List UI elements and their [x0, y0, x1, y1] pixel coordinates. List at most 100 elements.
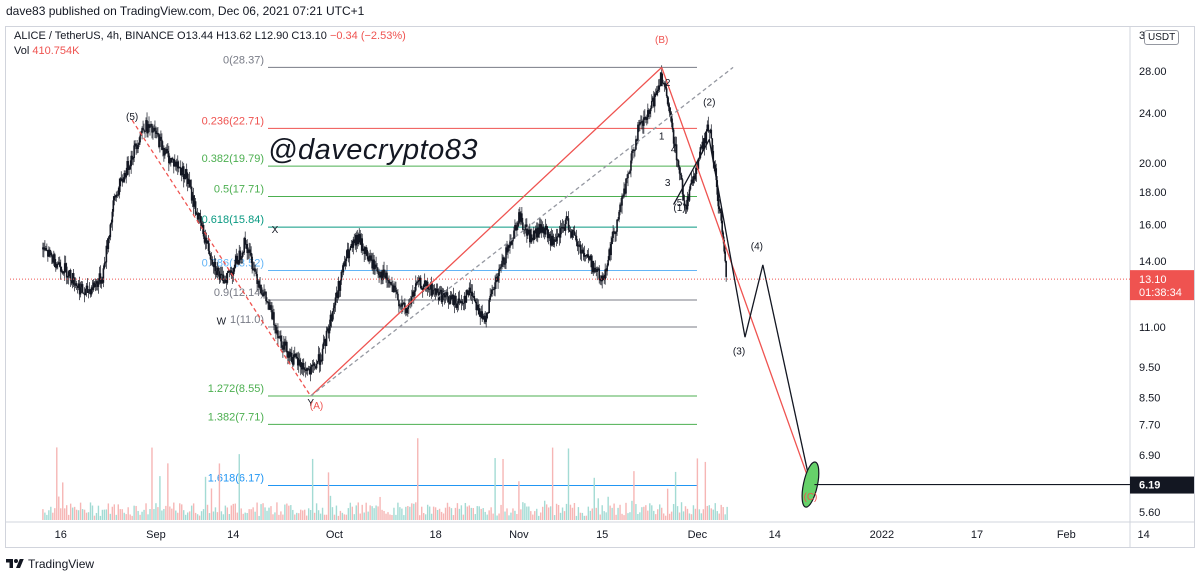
candle-body	[703, 137, 706, 150]
wave-trend-line[interactable]	[131, 119, 312, 397]
candle-body	[518, 212, 520, 223]
candle-body	[182, 166, 185, 180]
candle-body	[228, 271, 231, 273]
volume-bar	[153, 509, 155, 520]
candle-body	[122, 181, 125, 183]
wave-trend-line[interactable]	[310, 66, 734, 397]
target-zone[interactable]	[799, 461, 822, 509]
candle-body	[605, 269, 607, 272]
volume-bar	[419, 515, 421, 520]
candle-body	[81, 284, 84, 293]
volume-bar	[661, 507, 663, 520]
candle-body	[215, 271, 218, 276]
volume-bar	[494, 458, 496, 520]
volume-bar	[163, 508, 165, 520]
candle-body	[642, 121, 644, 126]
fib-level-label: 0.618(15.84)	[202, 214, 264, 226]
fib-level-label: 1.618(6.17)	[208, 472, 264, 484]
x-tick-label: 14	[769, 529, 781, 541]
volume-value: 410.754K	[32, 45, 80, 57]
volume-bar	[139, 514, 141, 520]
volume-bar	[680, 502, 683, 520]
candle-body	[529, 229, 531, 243]
candle-body	[110, 222, 113, 225]
volume-bar	[145, 503, 147, 520]
volume-bar	[284, 504, 286, 520]
volume-bar	[288, 505, 290, 520]
candle-body	[125, 175, 127, 178]
volume-bar	[645, 505, 647, 520]
wave-trend-line[interactable]	[661, 67, 812, 485]
volume-bar	[662, 513, 665, 520]
candle-body	[100, 279, 103, 284]
candle-body	[295, 356, 298, 359]
candle-body	[596, 268, 599, 272]
chart-legend: ALICE / TetherUS, 4h, BINANCE O13.44 H13…	[14, 30, 406, 42]
candle-body	[528, 229, 530, 231]
candle-body	[435, 288, 438, 295]
last-price-tag	[1130, 270, 1194, 301]
candle-body	[240, 257, 243, 260]
candle-body	[225, 279, 228, 283]
wave-trend-line[interactable]	[310, 66, 663, 397]
candle-body	[576, 241, 579, 247]
candle-body	[370, 255, 372, 261]
currency-badge[interactable]: USDT	[1144, 30, 1180, 45]
candle-body	[90, 287, 93, 295]
fib-level-label: 0.9(12.14)	[214, 287, 264, 299]
candle-body	[71, 273, 74, 284]
candle-body	[586, 254, 589, 257]
candle-body	[480, 311, 483, 318]
candle-body	[152, 131, 154, 133]
candle-body	[342, 263, 345, 273]
candle-body	[241, 252, 244, 258]
candle-body	[614, 231, 616, 234]
wave-label: (5)	[126, 112, 138, 123]
wave-label: (C)	[804, 492, 818, 503]
candle-body	[692, 175, 695, 184]
volume-bar	[557, 504, 560, 520]
volume-bar	[403, 515, 405, 520]
candle-body	[322, 342, 325, 349]
candle-body	[354, 240, 357, 246]
symbol-label[interactable]: ALICE / TetherUS, 4h, BINANCE	[14, 30, 174, 42]
candle-body	[112, 200, 115, 212]
volume-bar	[436, 509, 439, 520]
candle-body	[631, 150, 633, 161]
volume-bar	[532, 514, 534, 520]
candle-body	[483, 315, 485, 320]
candle-body	[347, 249, 350, 259]
candle-body	[273, 312, 275, 326]
volume-bar	[601, 505, 603, 520]
volume-bar	[623, 515, 625, 520]
candle-body	[587, 254, 590, 258]
projection-path[interactable]	[673, 137, 812, 485]
candle-body	[103, 263, 106, 269]
candle-body	[361, 238, 364, 251]
candle-body	[129, 166, 131, 170]
volume-bar	[613, 503, 615, 520]
candle-body	[641, 121, 643, 123]
candle-body	[469, 287, 472, 293]
volume-bar	[708, 505, 710, 520]
volume-bar	[256, 502, 258, 520]
volume-bar	[252, 507, 254, 520]
candle-body	[685, 204, 688, 210]
candle-body	[389, 282, 391, 284]
candle-body	[306, 368, 309, 370]
candle-body	[136, 146, 138, 150]
candle-body	[384, 275, 386, 279]
volume-bar	[450, 508, 453, 520]
volume-bar	[401, 508, 403, 520]
volume-bar	[268, 507, 270, 520]
candle-body	[516, 226, 518, 231]
volume-bar	[518, 481, 520, 520]
volume-bar	[234, 503, 236, 520]
candle-body	[130, 155, 132, 167]
volume-bar	[175, 510, 177, 520]
candle-body	[219, 273, 222, 280]
volume-bar	[512, 508, 514, 520]
volume-bar	[81, 509, 84, 520]
candle-body	[595, 269, 598, 272]
